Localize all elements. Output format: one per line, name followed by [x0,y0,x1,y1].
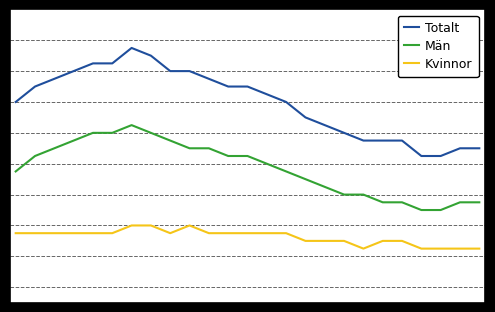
Kvinnor [32,231,38,235]
Män [109,131,115,135]
Totalt [129,46,135,50]
Legend: Totalt, Män, Kvinnor: Totalt, Män, Kvinnor [397,16,479,77]
Kvinnor [245,231,250,235]
Kvinnor [341,239,347,243]
Män [90,131,96,135]
Män [476,200,482,204]
Totalt [476,146,482,150]
Kvinnor [476,247,482,251]
Kvinnor [457,247,463,251]
Totalt [167,69,173,73]
Kvinnor [206,231,212,235]
Totalt [302,115,308,119]
Män [51,146,57,150]
Kvinnor [225,231,231,235]
Män [206,146,212,150]
Kvinnor [109,231,115,235]
Kvinnor [148,224,154,227]
Män [360,193,366,197]
Totalt [32,85,38,88]
Totalt [380,139,386,143]
Totalt [341,131,347,135]
Kvinnor [90,231,96,235]
Män [283,169,289,173]
Kvinnor [380,239,386,243]
Kvinnor [438,247,444,251]
Kvinnor [51,231,57,235]
Totalt [360,139,366,143]
Män [225,154,231,158]
Män [380,200,386,204]
Kvinnor [71,231,77,235]
Totalt [206,77,212,81]
Kvinnor [283,231,289,235]
Kvinnor [264,231,270,235]
Män [438,208,444,212]
Kvinnor [187,224,193,227]
Män [264,162,270,166]
Män [187,146,193,150]
Kvinnor [167,231,173,235]
Line: Män: Män [16,125,479,210]
Män [148,131,154,135]
Totalt [245,85,250,88]
Totalt [13,100,19,104]
Kvinnor [399,239,405,243]
Män [13,169,19,173]
Totalt [90,61,96,65]
Totalt [187,69,193,73]
Kvinnor [418,247,424,251]
Totalt [71,69,77,73]
Män [245,154,250,158]
Totalt [438,154,444,158]
Män [129,123,135,127]
Män [167,139,173,143]
Män [341,193,347,197]
Män [32,154,38,158]
Kvinnor [322,239,328,243]
Totalt [322,123,328,127]
Line: Totalt: Totalt [16,48,479,156]
Kvinnor [302,239,308,243]
Kvinnor [129,224,135,227]
Män [399,200,405,204]
Totalt [51,77,57,81]
Totalt [148,54,154,57]
Män [322,185,328,189]
Män [302,177,308,181]
Totalt [418,154,424,158]
Män [418,208,424,212]
Män [71,139,77,143]
Män [457,200,463,204]
Totalt [399,139,405,143]
Totalt [109,61,115,65]
Line: Kvinnor: Kvinnor [16,226,479,249]
Totalt [264,92,270,96]
Totalt [283,100,289,104]
Totalt [457,146,463,150]
Totalt [225,85,231,88]
Kvinnor [360,247,366,251]
Kvinnor [13,231,19,235]
